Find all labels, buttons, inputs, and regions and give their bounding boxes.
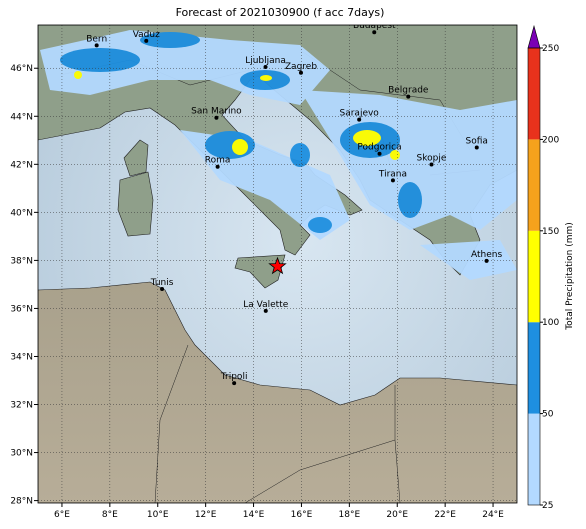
colorbar-extension [527,24,541,49]
city-dot [232,381,237,386]
colorbar-tick-label: 150 [542,227,559,237]
city-dot [390,178,395,183]
city-label: Belgrade [388,86,429,96]
x-tick-label: 8°E [102,510,118,520]
colorbar-segment [528,413,540,505]
city-label: San Marino [191,107,242,117]
y-tick-label: 42°N [10,160,33,170]
city-dot [214,115,219,120]
map-frame [37,24,518,504]
x-tick-label: 24°E [482,510,504,520]
city-dot [357,117,362,122]
city-label: Sarajevo [340,109,380,119]
colorbar-tick-label: 50 [542,410,554,420]
city-dot [263,308,268,313]
colorbar: 25 50 100 150 200 250 [527,24,559,511]
y-tick-label: 38°N [10,256,33,266]
city-label: Zagreb [285,62,317,72]
y-tick-label: 40°N [10,208,33,218]
colorbar-segment [528,48,540,140]
city-label: Budapest [353,21,396,31]
city-label: Tripoli [220,372,248,382]
colorbar-tick-label: 100 [542,318,559,328]
sardinia [117,171,154,237]
colorbar-frame [527,47,541,506]
x-tick-label: 6°E [54,510,70,520]
city-dot [263,65,268,70]
city-dot [144,38,149,43]
city-dot [215,164,220,169]
city-dot [406,94,411,99]
city-label: Roma [205,156,231,166]
colorbar-segment [528,139,540,231]
colorbar-label: Total Precipitation (mm) [565,222,575,331]
x-tick-label: 12°E [195,510,217,520]
y-tick-label: 46°N [10,64,33,74]
grid [38,25,517,503]
city-dot [377,151,382,156]
event-star [268,256,287,275]
x-tick-label: 16°E [291,510,313,520]
x-tick-label: 22°E [434,510,456,520]
city-dot [160,286,165,291]
sicily [234,254,286,289]
y-tick-label: 28°N [10,497,33,507]
y-tick-label: 36°N [10,304,33,314]
colorbar-tick-label: 25 [542,501,553,511]
city-dot [372,30,377,35]
city-label: Skopje [417,154,447,164]
city-label: Sofia [466,137,488,147]
city-label: Tunis [150,278,174,288]
city-label: Vaduz [133,30,160,40]
y-tick-label: 44°N [10,112,33,122]
city-dot [429,162,434,167]
y-tick-label: 30°N [10,449,33,459]
city-label: Tirana [378,169,407,179]
colorbar-segment [528,322,540,414]
city-dot [474,145,479,150]
city-dot [298,70,303,75]
colorbar-tick-label: 250 [542,44,559,54]
axis-ticks: 6°E 8°E 10°E 12°E 14°E 16°E 18°E 20°E 22°E 24°E 28… [10,64,504,520]
y-tick-label: 34°N [10,352,33,362]
x-tick-label: 18°E [339,510,361,520]
colorbar-segment [528,230,540,323]
city-label: Podgorica [357,143,401,153]
precipitation [40,30,517,280]
x-tick-label: 14°E [243,510,265,520]
city-label: Ljubljana [245,56,286,66]
x-tick-label: 20°E [386,510,408,520]
city-label: Bern [86,34,107,44]
city-dot [94,43,99,48]
x-tick-label: 10°E [147,510,169,520]
colorbar-tick-label: 200 [542,135,559,145]
title: Forecast of 2021030900 (f acc 7days) [176,6,385,19]
city-dot [484,258,489,263]
y-tick-label: 32°N [10,401,33,411]
corsica [123,139,149,177]
city-label: Athens [471,250,502,260]
city-label: La Valette [243,300,288,310]
